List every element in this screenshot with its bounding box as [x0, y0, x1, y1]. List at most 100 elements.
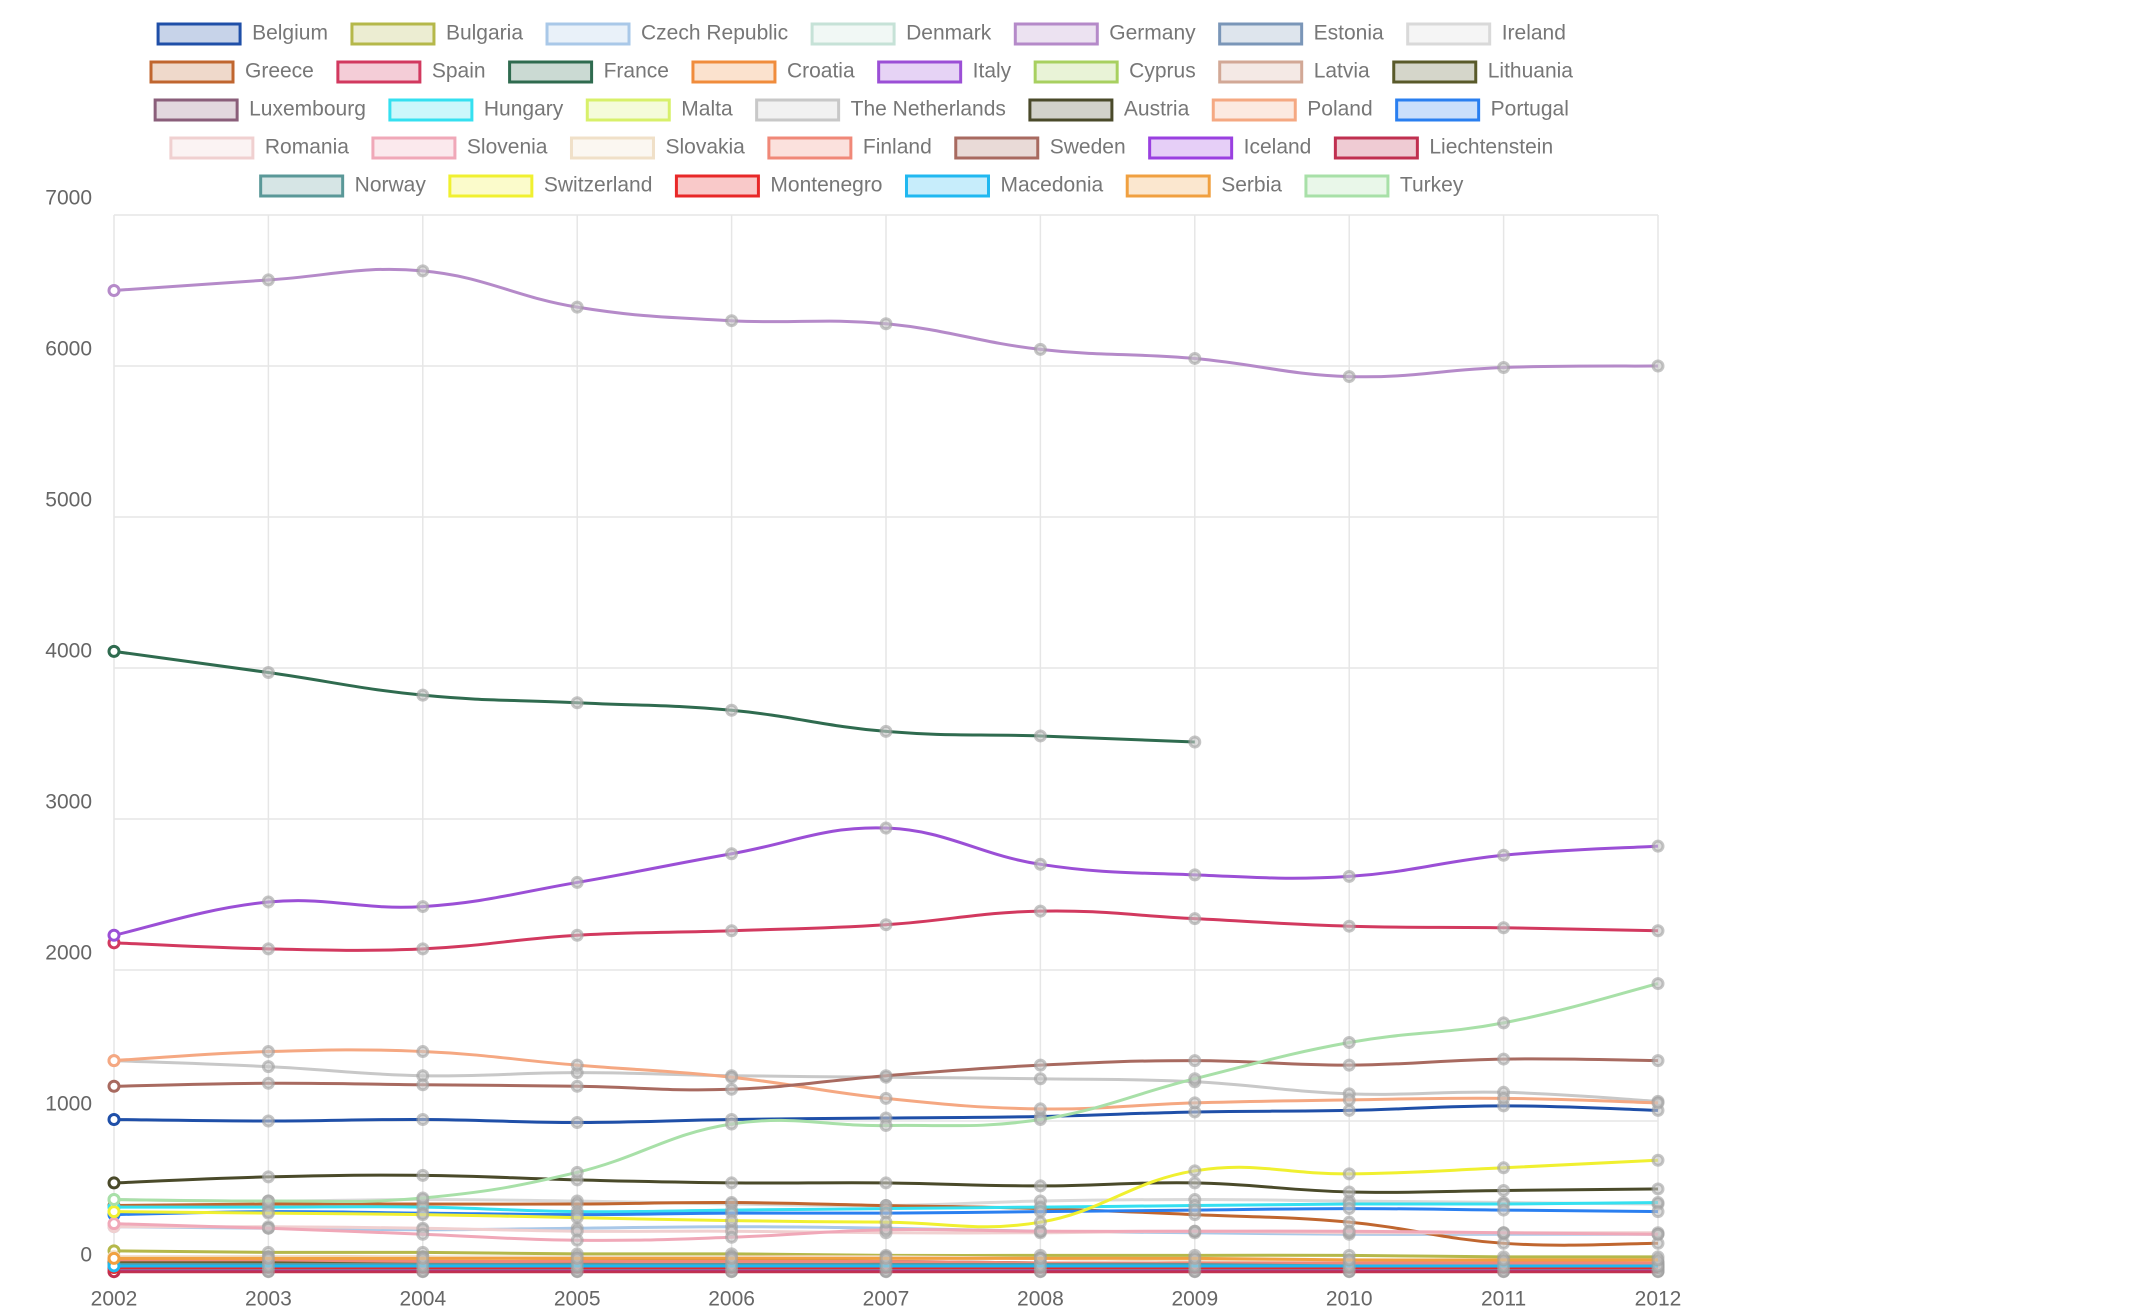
- point: [1651, 1182, 1665, 1196]
- point: [725, 1251, 739, 1265]
- point: [107, 928, 121, 942]
- legend-swatch: [448, 174, 534, 198]
- point: [416, 1168, 430, 1182]
- legend-label: Poland: [1307, 98, 1372, 121]
- legend-swatch: [755, 98, 841, 122]
- legend-item: Latvia: [1218, 60, 1370, 84]
- legend-item: Serbia: [1125, 174, 1282, 198]
- series: [107, 821, 1665, 942]
- point: [879, 1069, 893, 1083]
- point: [725, 1230, 739, 1244]
- point: [725, 924, 739, 938]
- point: [1497, 1161, 1511, 1175]
- x-tick-label: 2011: [1481, 1288, 1526, 1311]
- point: [570, 928, 584, 942]
- point: [570, 1233, 584, 1247]
- point: [261, 1170, 275, 1184]
- point: [1651, 1054, 1665, 1068]
- point: [416, 688, 430, 702]
- x-tick-label: 2009: [1171, 1288, 1218, 1311]
- point: [1651, 359, 1665, 373]
- legend-label: Montenegro: [770, 174, 882, 197]
- legend-item: Italy: [877, 60, 1012, 84]
- x-tick-label: 2002: [91, 1288, 138, 1311]
- legend-label: Liechtenstein: [1429, 136, 1553, 159]
- legend-label: Lithuania: [1488, 60, 1574, 83]
- point: [1188, 735, 1202, 749]
- legend-swatch: [877, 60, 963, 84]
- x-tick-label: 2010: [1326, 1288, 1373, 1311]
- point: [1651, 1227, 1665, 1241]
- point: [261, 1206, 275, 1220]
- legend-label: Croatia: [787, 60, 855, 83]
- point: [261, 1076, 275, 1090]
- legend-item: Finland: [767, 136, 932, 160]
- point: [107, 1112, 121, 1126]
- point: [261, 1114, 275, 1128]
- point: [879, 317, 893, 331]
- point: [1651, 1253, 1665, 1267]
- legend-label: France: [604, 60, 669, 83]
- legend-item: Slovenia: [371, 136, 548, 160]
- point: [107, 1205, 121, 1219]
- point: [261, 1045, 275, 1059]
- legend-swatch: [569, 136, 655, 160]
- legend-label: Sweden: [1050, 136, 1126, 159]
- legend-swatch: [1333, 136, 1419, 160]
- legend-item: Norway: [259, 174, 427, 198]
- legend-swatch: [153, 98, 239, 122]
- legend-swatch: [1028, 98, 1114, 122]
- point: [570, 300, 584, 314]
- point: [107, 284, 121, 297]
- legend-swatch: [674, 174, 760, 198]
- point: [1188, 1096, 1202, 1110]
- legend-label: Slovakia: [665, 136, 745, 159]
- legend-swatch: [691, 60, 777, 84]
- legend-swatch: [1211, 98, 1297, 122]
- point: [879, 821, 893, 835]
- point: [416, 1251, 430, 1265]
- legend-label: Norway: [355, 174, 427, 197]
- point: [1651, 924, 1665, 938]
- point: [416, 1112, 430, 1126]
- legend-item: France: [508, 60, 669, 84]
- point: [1188, 1164, 1202, 1178]
- legend-swatch: [1125, 174, 1211, 198]
- legend-item: Belgium: [156, 22, 328, 46]
- legend-label: Switzerland: [544, 174, 653, 197]
- legend-swatch: [1392, 60, 1478, 84]
- series: [107, 1217, 1665, 1247]
- point: [1033, 1072, 1047, 1086]
- x-tick-label: 2006: [708, 1288, 755, 1311]
- point: [107, 1193, 121, 1207]
- point: [416, 1227, 430, 1241]
- point: [725, 1082, 739, 1096]
- point: [1342, 1224, 1356, 1238]
- point: [879, 1215, 893, 1229]
- legend-swatch: [954, 136, 1040, 160]
- y-tick-label: 2000: [45, 942, 92, 965]
- series: [107, 904, 1665, 956]
- legend-label: Serbia: [1221, 174, 1282, 197]
- legend-label: Bulgaria: [446, 22, 523, 45]
- point: [1342, 1093, 1356, 1107]
- legend-swatch: [1304, 174, 1390, 198]
- series: [107, 1168, 1665, 1199]
- point: [1497, 1052, 1511, 1066]
- series: [107, 1251, 1665, 1267]
- legend-swatch: [350, 22, 436, 46]
- point: [107, 1079, 121, 1093]
- series: [107, 264, 1665, 384]
- point: [1188, 1224, 1202, 1238]
- point: [570, 1211, 584, 1225]
- series: [107, 1045, 1665, 1116]
- legend-item: Portugal: [1395, 98, 1569, 122]
- point: [1188, 868, 1202, 882]
- series: [107, 977, 1665, 1208]
- legend-label: Austria: [1124, 98, 1190, 121]
- legend-label: Cyprus: [1129, 60, 1196, 83]
- point: [261, 942, 275, 956]
- point: [1497, 361, 1511, 375]
- legend-item: Macedonia: [904, 174, 1104, 198]
- point: [107, 1217, 121, 1231]
